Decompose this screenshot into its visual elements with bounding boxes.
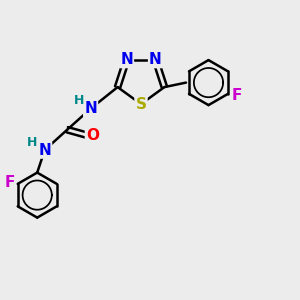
Text: F: F xyxy=(4,175,14,190)
Text: H: H xyxy=(74,94,84,107)
Text: O: O xyxy=(86,128,99,143)
Text: N: N xyxy=(38,142,51,158)
Text: S: S xyxy=(136,97,146,112)
Text: N: N xyxy=(120,52,133,67)
Text: H: H xyxy=(27,136,37,149)
Text: N: N xyxy=(84,101,97,116)
Text: F: F xyxy=(231,88,242,103)
Text: N: N xyxy=(149,52,162,67)
